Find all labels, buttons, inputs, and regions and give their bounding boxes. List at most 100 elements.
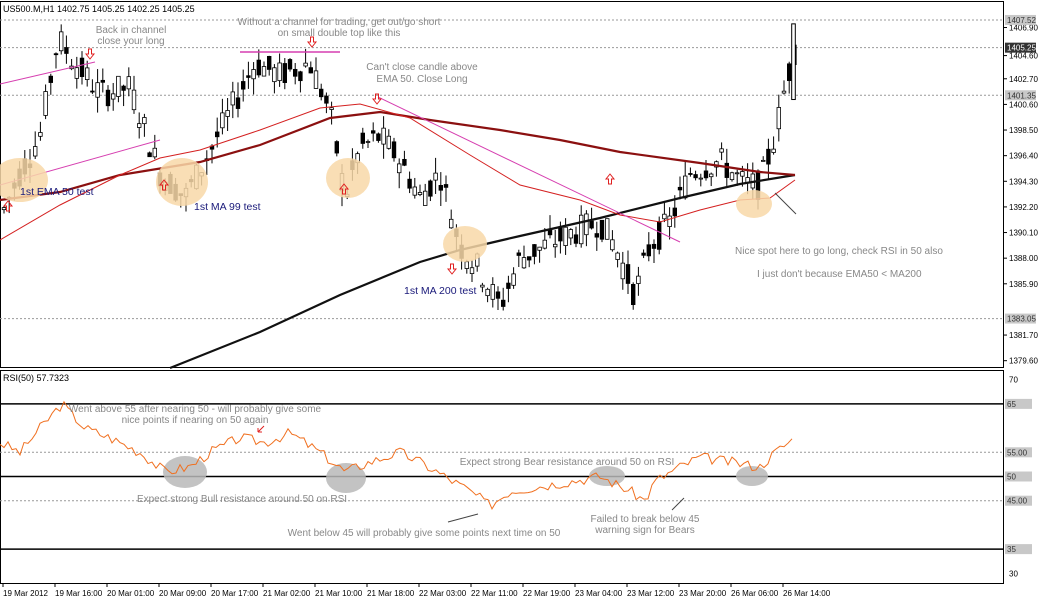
candle-bear: [282, 63, 287, 83]
rsi-tag-box: [1005, 495, 1032, 506]
candle-bull: [667, 215, 672, 227]
price-tick-label: 1394.30: [1009, 177, 1038, 186]
rsi-annotation-bull: Expect strong Bull resistance around 50 …: [137, 494, 347, 505]
ema50-line: [0, 103, 796, 241]
annotation-ema-ma-note: I just don't because EMA50 < MA200: [757, 269, 922, 280]
candle-bull: [111, 93, 116, 100]
x-tick-label: 26 Mar 06:00: [731, 589, 779, 598]
candle-bull: [683, 175, 688, 199]
price-panel-frame: [0, 1, 1004, 368]
price-tag-label: 1405.25: [1007, 44, 1036, 53]
candle-bull: [761, 159, 766, 162]
price-tick-label: 1396.40: [1009, 152, 1038, 161]
candle-bear: [527, 256, 532, 261]
annotation-back-in-channel: Back in channel close your long: [96, 25, 167, 47]
candle-bull: [605, 218, 610, 240]
candle-bull: [95, 82, 100, 98]
candle-bull: [448, 218, 454, 229]
price-tag-label: 1401.35: [1007, 91, 1036, 100]
candle-bear: [324, 95, 329, 104]
price-tick-label: 1400.60: [1009, 100, 1038, 109]
price-tick-label: 1381.70: [1009, 331, 1038, 340]
rsi-pointer-line: [671, 497, 685, 511]
rsi-annotation-above-55: Went above 55 after nearing 50 - will pr…: [69, 404, 322, 426]
candle-bull: [116, 75, 121, 97]
candle-bull: [584, 213, 589, 236]
candle-bear: [308, 67, 313, 74]
candle-bull: [553, 243, 558, 248]
candle-bear: [318, 88, 324, 98]
buy-arrow-icon: [338, 183, 350, 195]
candle-bull: [620, 262, 625, 280]
candle-bear: [240, 81, 246, 90]
rsi-highlight: [326, 463, 366, 493]
candle-bear: [391, 141, 397, 159]
rsi-tag-label: 65: [1007, 400, 1016, 409]
candle-bull: [126, 76, 131, 90]
rsi-arrow-icon: [257, 425, 265, 433]
label-ma200-test: 1st MA 200 test: [404, 285, 476, 297]
candle-bear: [787, 63, 792, 82]
candle-bull: [131, 89, 137, 111]
candle-bear: [48, 75, 53, 83]
candle-bear: [641, 252, 646, 256]
candle-bear: [246, 75, 251, 78]
candle-bull: [485, 288, 490, 297]
candle-bull: [610, 239, 615, 251]
rsi-tag-label: 35: [1007, 545, 1016, 554]
candle-bull: [85, 67, 90, 80]
x-tick-label: 20 Mar 01:00: [107, 589, 155, 598]
rsi-tick-label: 70: [1009, 376, 1018, 385]
candle-bull: [396, 163, 402, 174]
candle-bear: [573, 234, 579, 244]
candle-bull: [579, 214, 584, 245]
candle-bear: [64, 47, 69, 54]
candle-bull: [381, 127, 386, 145]
candle-bull: [521, 257, 527, 269]
price-tag-box: [1005, 313, 1036, 324]
x-tick-label: 23 Mar 20:00: [679, 589, 727, 598]
candle-bear: [724, 162, 729, 178]
candle-bull: [43, 91, 48, 116]
rsi-highlight: [589, 466, 625, 486]
annotation-go-long: Nice spot here to go long, check RSI in …: [735, 246, 943, 257]
candle-bear: [589, 220, 594, 229]
candle-bear: [558, 227, 563, 242]
candle-bull: [511, 273, 516, 286]
candle-bull: [272, 67, 277, 83]
ma99-line: [0, 110, 796, 202]
candle-bear: [105, 89, 111, 107]
rsi-tag-box: [1005, 544, 1032, 555]
candle-bear: [625, 264, 631, 284]
candle-bull: [1, 207, 7, 211]
candle-bear: [516, 252, 521, 256]
candle-bear: [334, 141, 339, 154]
candle-bear: [506, 282, 511, 289]
annotation-double-top: Without a channel for trading, get out/g…: [238, 17, 441, 39]
candle-bull: [251, 69, 256, 80]
label-ma99-test: 1st MA 99 test: [194, 201, 261, 213]
candle-bear: [688, 173, 693, 175]
price-tick-label: 1392.20: [1009, 203, 1038, 212]
x-tick-label: 21 Mar 18:00: [367, 589, 415, 598]
rsi-pointer-line: [447, 513, 479, 523]
candle-bull: [791, 23, 796, 101]
candle-bear: [298, 71, 303, 82]
price-tick-label: 1406.90: [1009, 24, 1038, 33]
candle-bear: [360, 132, 365, 144]
price-tick-label: 1404.60: [1009, 52, 1038, 61]
candle-bull: [313, 70, 319, 89]
candle-bear: [90, 90, 95, 93]
candle-bear: [376, 133, 381, 141]
x-tick-label: 23 Mar 04:00: [575, 589, 623, 598]
test-highlight: [736, 190, 772, 218]
candle-bear: [651, 243, 657, 249]
candle-bear: [402, 158, 407, 166]
candle-bear: [495, 291, 501, 299]
candle-bear: [407, 178, 412, 189]
candle-bear: [121, 85, 126, 91]
sell-arrow-icon: [306, 36, 318, 48]
candle-bear: [532, 244, 537, 257]
candle-bear: [256, 59, 261, 76]
